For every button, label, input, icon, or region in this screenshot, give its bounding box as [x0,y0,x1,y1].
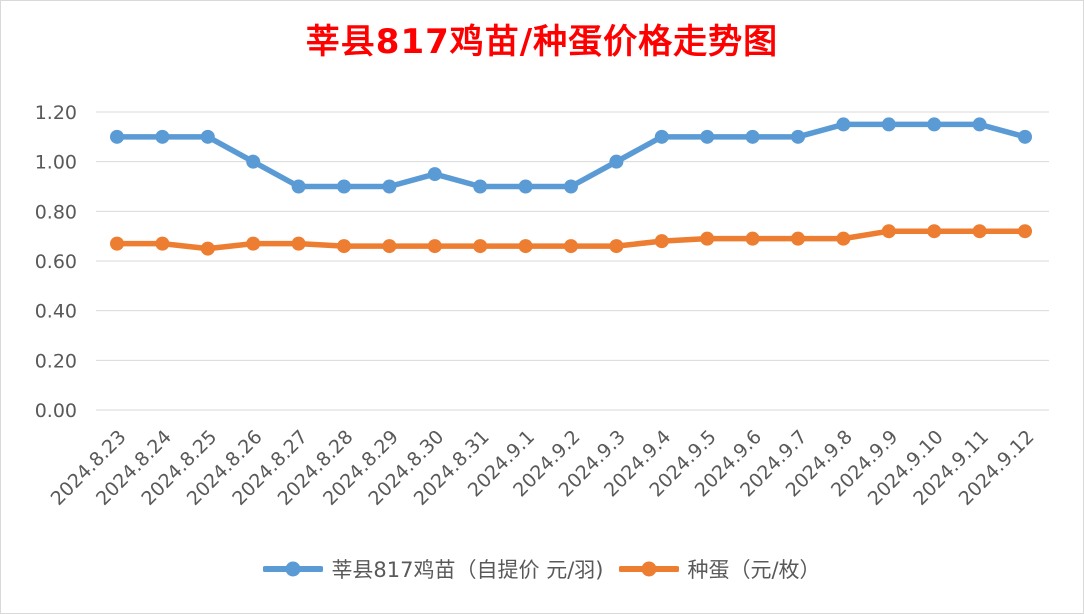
data-point [155,236,170,251]
data-point [745,129,760,144]
data-point [1018,224,1032,239]
y-tick-label: 1.20 [35,102,77,124]
legend: 莘县817鸡苗（自提价 元/羽) 种蛋（元/枚） [0,552,1084,586]
data-point [518,239,533,254]
y-tick-label: 1.00 [35,152,77,174]
data-point [791,231,805,246]
data-point [745,231,760,246]
data-point [291,179,306,194]
data-point [473,239,488,254]
data-point [609,154,624,169]
legend-label-egg-price: 种蛋（元/枚） [687,558,821,582]
data-point [700,231,715,246]
data-point [564,239,578,254]
data-point [473,179,488,194]
data-point [291,236,306,251]
data-point [337,239,351,254]
data-point [155,129,170,144]
data-point [972,117,987,132]
data-point [518,179,533,194]
data-point [337,179,351,194]
legend-swatch-egg-price [619,561,680,577]
series-1 [110,224,1032,256]
chart-title: 莘县817鸡苗/种蛋价格走势图 [305,22,779,62]
legend-item-chick-price: 莘县817鸡苗（自提价 元/羽) [263,552,603,586]
data-point [200,241,215,256]
data-point [382,239,397,254]
data-point [927,117,942,132]
data-point [427,239,442,254]
data-point [791,129,805,144]
data-point [881,224,896,239]
data-point [609,239,624,254]
data-point [246,236,261,251]
x-axis-ticks: 2024.8.232024.8.242024.8.252024.8.262024… [47,426,1039,510]
data-point [564,179,578,194]
data-point [836,117,851,132]
series-lines [110,117,1032,256]
y-axis-ticks: 0.00 0.20 0.40 0.60 0.80 1.00 1.20 [35,102,77,422]
legend-item-egg-price: 种蛋（元/枚） [619,552,821,586]
data-point [654,234,669,249]
y-tick-label: 0.80 [35,201,77,223]
data-point [972,224,987,239]
y-tick-label: 0.00 [35,400,77,422]
data-point [382,179,397,194]
data-point [1018,129,1032,144]
data-point [200,129,215,144]
data-point [881,117,896,132]
data-point [110,236,124,251]
data-point [246,154,261,169]
data-point [110,129,124,144]
series-0 [110,117,1032,194]
y-tick-label: 0.20 [35,350,77,372]
data-point [700,129,715,144]
data-point [927,224,942,239]
legend-swatch-chick-price [263,561,324,577]
legend-label-chick-price: 莘县817鸡苗（自提价 元/羽) [331,558,604,582]
data-point [836,231,851,246]
y-tick-label: 0.40 [35,301,77,323]
data-point [427,167,442,182]
data-point [654,129,669,144]
y-tick-label: 0.60 [35,251,77,273]
